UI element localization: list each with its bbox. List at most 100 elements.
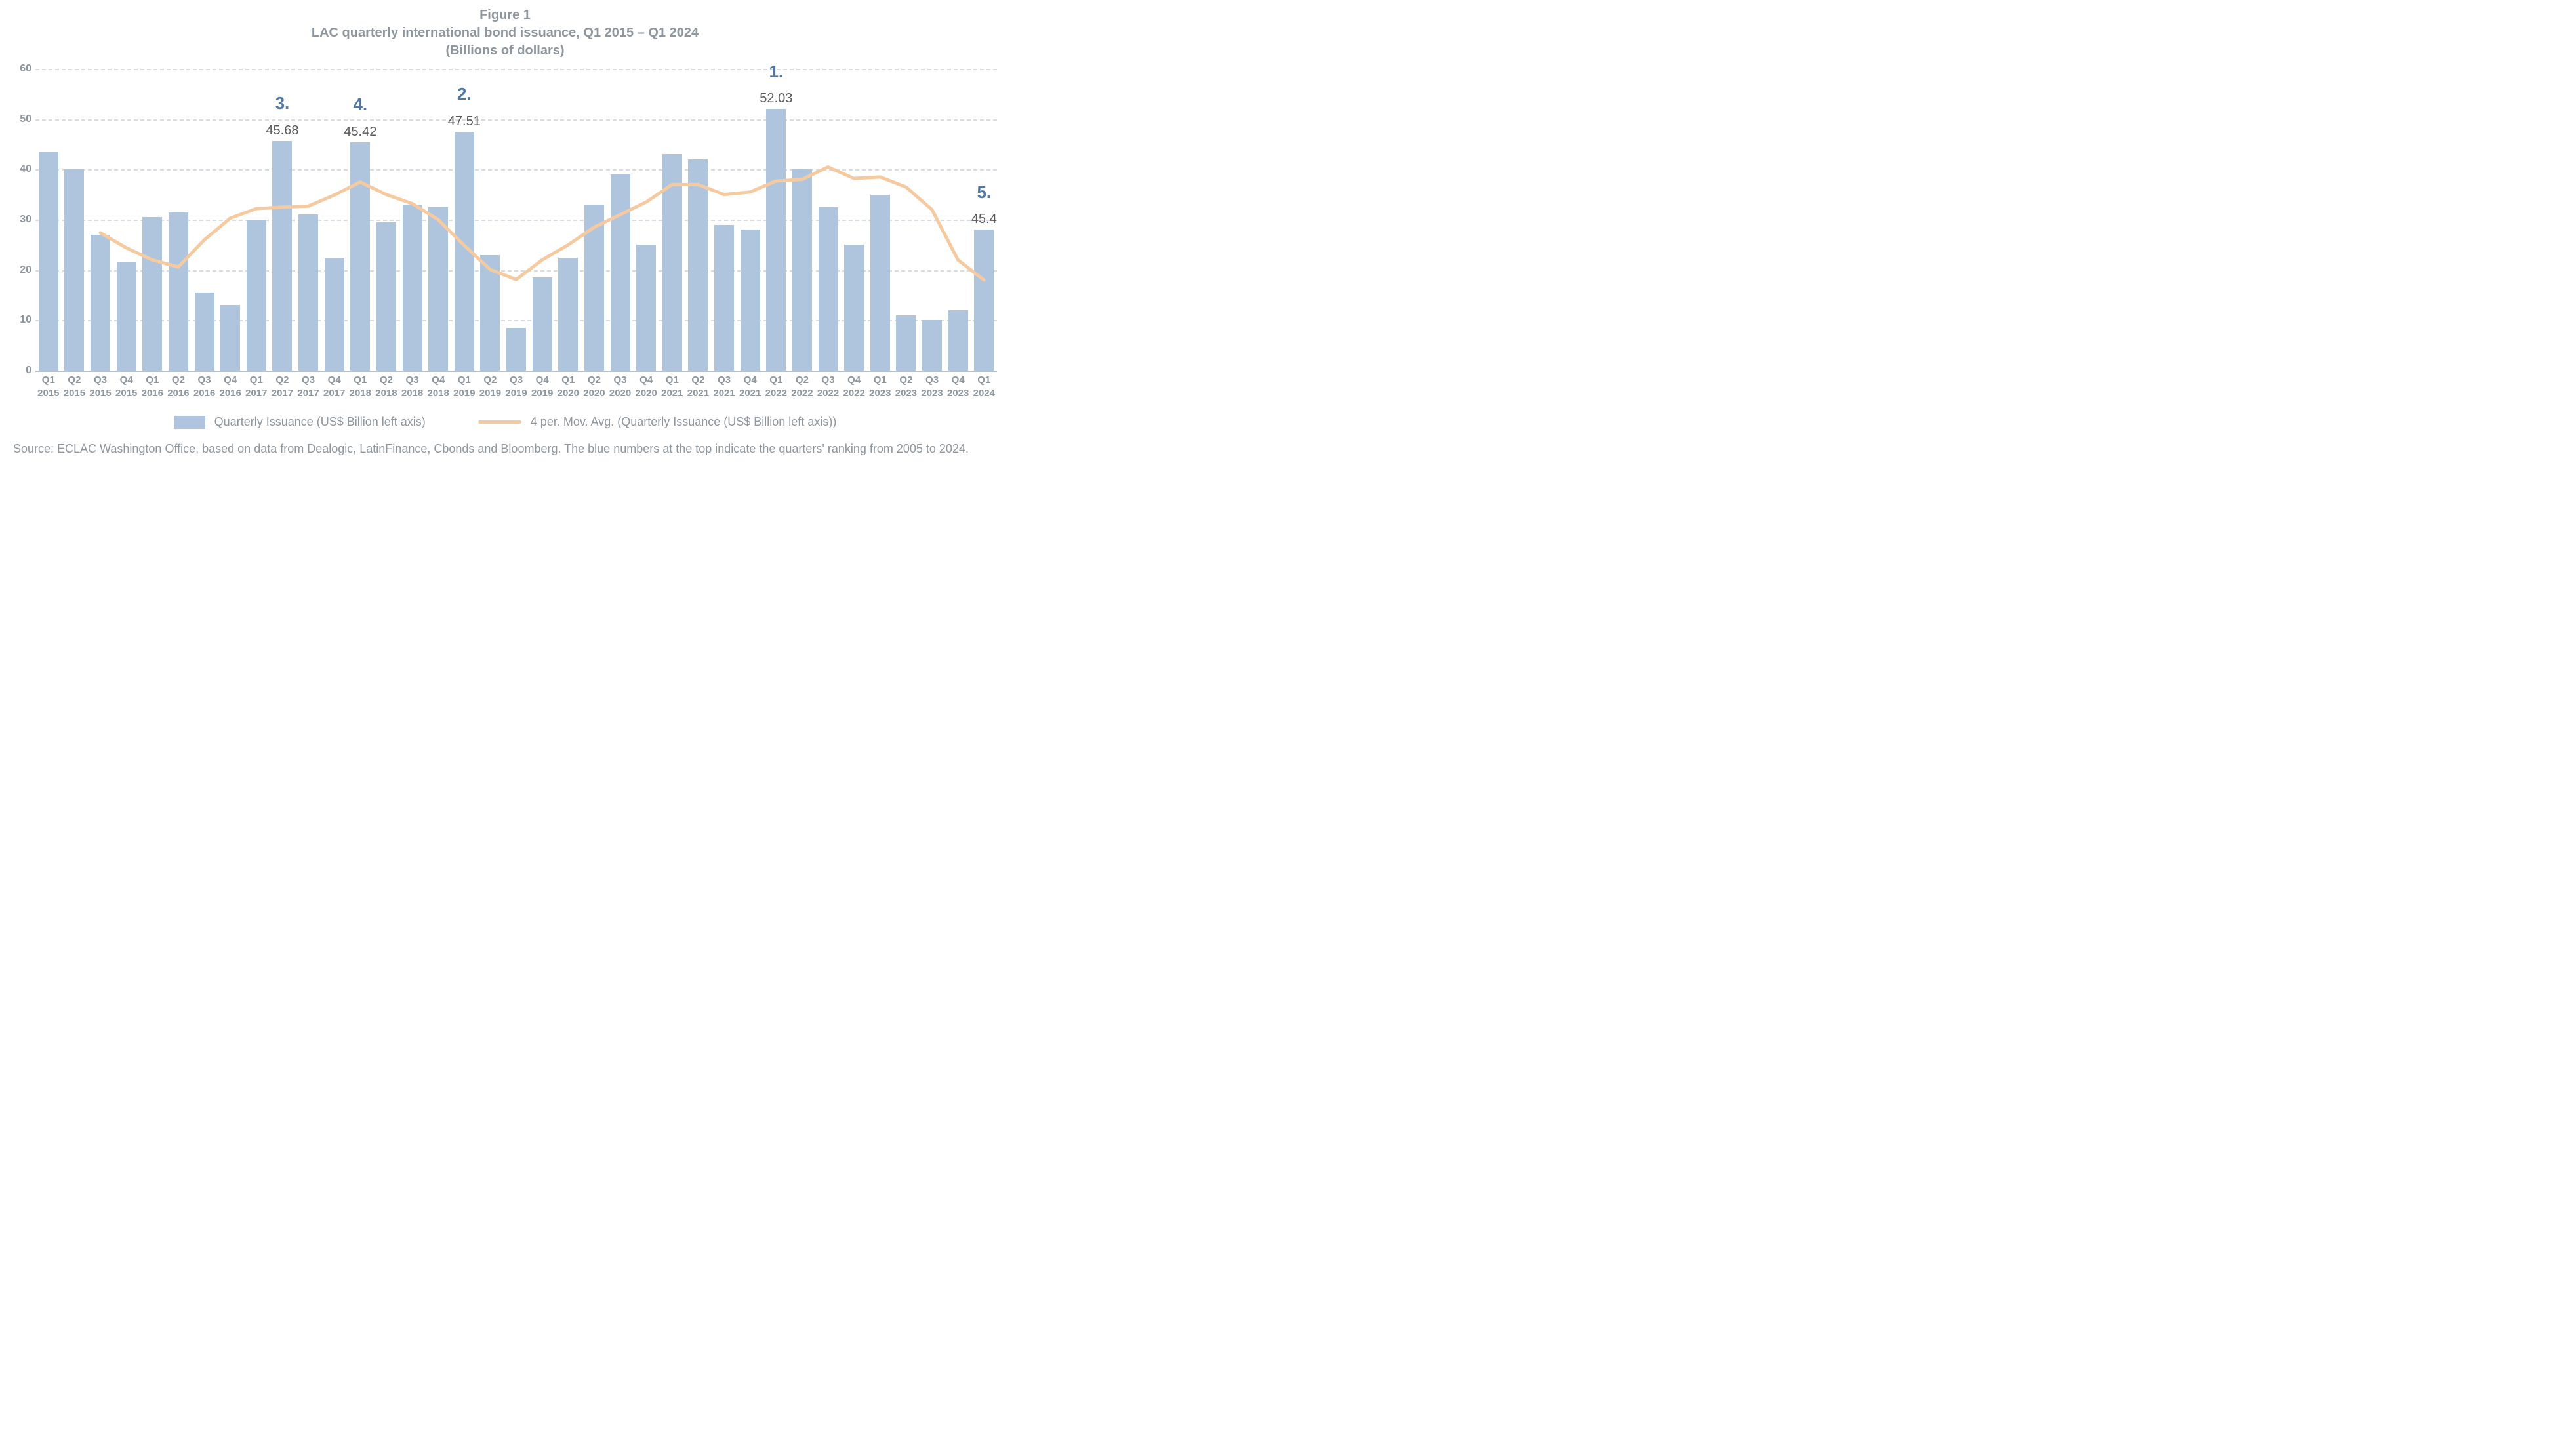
bar [896, 315, 916, 371]
x-tick-label: Q12021 [659, 371, 685, 399]
bar [247, 220, 266, 371]
x-tick-label: Q12017 [243, 371, 270, 399]
x-tick-label: Q22020 [581, 371, 607, 399]
bar-slot [556, 69, 582, 371]
bar [117, 262, 136, 371]
bar-rank-label: 5. [977, 182, 991, 203]
y-axis: 0102030405060 [13, 69, 35, 371]
bar-slot [633, 69, 659, 371]
x-tick-label: Q22015 [62, 371, 88, 399]
bar [792, 169, 812, 371]
bar-slot [607, 69, 634, 371]
x-tick-label: Q22021 [685, 371, 712, 399]
y-tick-label: 50 [20, 113, 31, 125]
x-tick-label: Q12016 [140, 371, 166, 399]
legend-item-line: 4 per. Mov. Avg. (Quarterly Issuance (US… [478, 415, 837, 429]
x-tick-label: Q12019 [451, 371, 477, 399]
bar [662, 154, 682, 371]
plot-area: 45.683.45.424.47.512.52.031.45.45. [35, 69, 997, 371]
x-tick-label: Q22022 [789, 371, 815, 399]
x-tick-label: Q12018 [348, 371, 374, 399]
bar [64, 169, 84, 371]
bar-slot: 45.683. [270, 69, 296, 371]
gridline [35, 371, 997, 372]
bar-slot [35, 69, 62, 371]
bar-value-label: 47.51 [448, 114, 481, 129]
chart-title-block: Figure 1 LAC quarterly international bon… [13, 7, 997, 60]
x-tick-label: Q22019 [477, 371, 504, 399]
legend-swatch-bar [174, 416, 205, 429]
x-tick-label: Q42021 [737, 371, 763, 399]
bar-slot [477, 69, 504, 371]
bar-slot [867, 69, 893, 371]
bar [195, 293, 214, 371]
bar [870, 195, 890, 371]
figure-title: LAC quarterly international bond issuanc… [13, 24, 997, 42]
bar [636, 245, 656, 371]
x-tick-label: Q22016 [165, 371, 192, 399]
x-tick-label: Q32015 [87, 371, 113, 399]
y-tick-label: 0 [26, 365, 31, 376]
bar-slot [893, 69, 920, 371]
y-tick-label: 30 [20, 214, 31, 226]
bar-slot [919, 69, 945, 371]
x-axis: Q12015Q22015Q32015Q42015Q12016Q22016Q320… [35, 371, 997, 399]
x-tick-label: Q12022 [763, 371, 790, 399]
bar [688, 159, 708, 371]
legend-swatch-line [478, 420, 521, 424]
bar-slot: 47.512. [451, 69, 477, 371]
x-tick-label: Q22017 [270, 371, 296, 399]
bar-slot [62, 69, 88, 371]
bar-slot [87, 69, 113, 371]
bar [455, 132, 474, 371]
bar-slot [945, 69, 971, 371]
bar-slot [295, 69, 321, 371]
y-tick-label: 40 [20, 163, 31, 175]
bar [974, 230, 994, 371]
x-tick-label: Q42019 [529, 371, 556, 399]
bar-rank-label: 4. [353, 94, 367, 115]
bar [91, 235, 110, 371]
x-tick-label: Q32021 [711, 371, 737, 399]
bar-value-label: 52.03 [760, 91, 792, 106]
bar-slot [841, 69, 867, 371]
bar-value-label: 45.68 [266, 123, 298, 138]
bar-rank-label: 1. [769, 62, 783, 82]
bar [480, 255, 500, 371]
bar [922, 320, 942, 371]
bar-slot [217, 69, 243, 371]
bar-slot [321, 69, 348, 371]
bar [376, 222, 396, 371]
bar [741, 230, 760, 371]
bar [533, 277, 552, 371]
bar-slot [165, 69, 192, 371]
bar-slot [815, 69, 842, 371]
x-tick-label: Q32022 [815, 371, 842, 399]
bar [298, 214, 318, 371]
bar-slot: 45.424. [348, 69, 374, 371]
bar [169, 212, 188, 371]
x-tick-label: Q32016 [192, 371, 218, 399]
bar [584, 205, 604, 371]
bar-slot [243, 69, 270, 371]
x-tick-label: Q32023 [919, 371, 945, 399]
bar-slot [192, 69, 218, 371]
x-tick-label: Q32020 [607, 371, 634, 399]
bar-slot [529, 69, 556, 371]
x-tick-label: Q12024 [971, 371, 998, 399]
bar [948, 310, 968, 371]
figure-number: Figure 1 [13, 7, 997, 24]
bar-slot [140, 69, 166, 371]
bar [428, 207, 448, 371]
x-tick-label: Q22023 [893, 371, 920, 399]
bar [714, 225, 734, 371]
y-tick-label: 20 [20, 264, 31, 276]
bar [142, 217, 162, 371]
x-tick-label: Q42018 [425, 371, 451, 399]
bar-slot [789, 69, 815, 371]
bar-rank-label: 2. [457, 84, 472, 104]
y-tick-label: 10 [20, 314, 31, 326]
bar-slot: 52.031. [763, 69, 790, 371]
bar-slot [711, 69, 737, 371]
bar [506, 328, 526, 371]
